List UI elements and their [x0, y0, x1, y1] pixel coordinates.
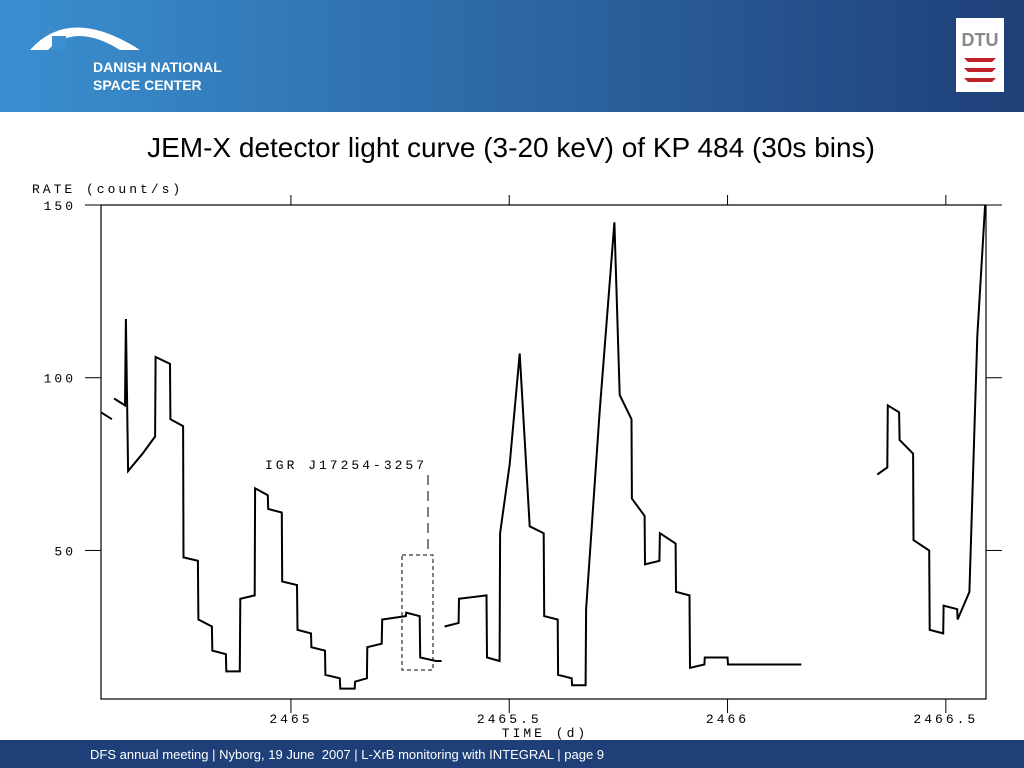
x-axis-label: TIME (d)	[502, 726, 588, 741]
y-tick-label: 100	[44, 372, 76, 387]
org-name: DANISH NATIONAL	[93, 59, 222, 75]
header-band	[0, 0, 1024, 112]
y-axis-label: RATE (count/s)	[32, 182, 183, 197]
light-curve	[100, 204, 987, 690]
annotation-box	[401, 554, 434, 671]
dnsc-logo-gap	[52, 36, 66, 50]
org-name: SPACE CENTER	[93, 77, 202, 93]
annotation: IGR J17254-3257	[265, 458, 427, 473]
y-tick-label: 50	[54, 544, 76, 559]
x-tick-label: 2465.5	[477, 712, 542, 727]
dtu-stripes	[964, 58, 996, 82]
footer-band	[0, 740, 1024, 768]
chart-title: JEM-X detector light curve (3-20 keV) of…	[147, 132, 875, 163]
y-tick-label: 150	[44, 199, 76, 214]
dtu-text: DTU	[962, 30, 999, 50]
x-tick-label: 2466.5	[913, 712, 978, 727]
x-tick-label: 2466	[706, 712, 749, 727]
x-tick-label: 2465	[269, 712, 312, 727]
footer-text: DFS annual meeting | Nyborg, 19 June 200…	[90, 747, 604, 762]
plot-frame	[100, 204, 987, 700]
dnsc-logo-arc	[30, 27, 140, 50]
